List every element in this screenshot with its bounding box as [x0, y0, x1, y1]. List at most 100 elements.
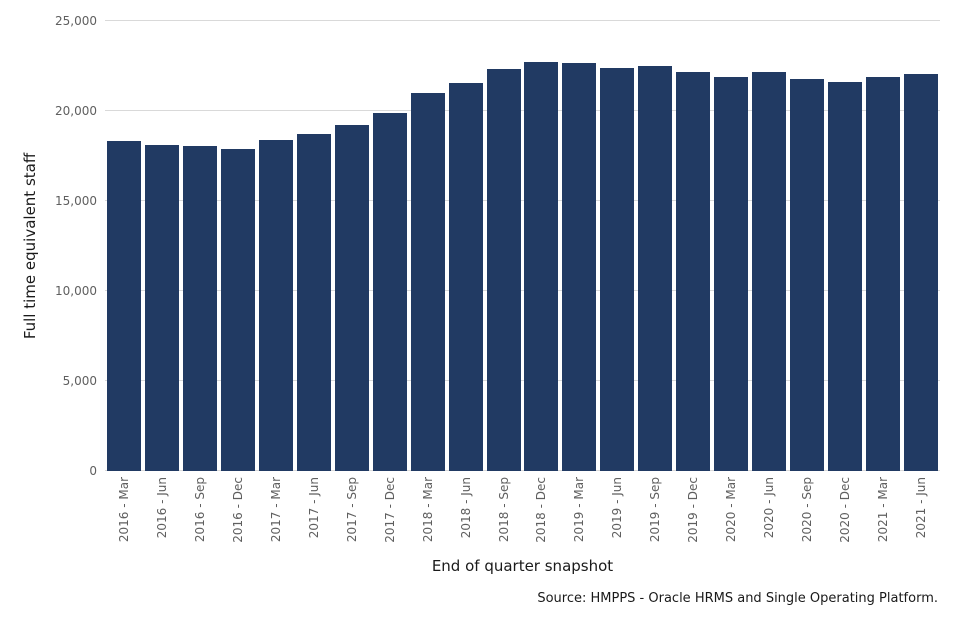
x-tick-label: 2020 - Mar [724, 477, 739, 543]
x-tick-label: 2017 - Sep [344, 477, 359, 543]
x-tick-label: 2016 - Dec [230, 477, 245, 543]
gridline [105, 20, 940, 21]
bar [486, 68, 521, 471]
x-tick-slot: 2020 - Mar [712, 477, 750, 557]
x-tick-label: 2019 - Mar [572, 477, 587, 543]
x-tick-slot: 2018 - Dec [522, 477, 560, 557]
gridline [105, 470, 940, 471]
source-text: Source: HMPPS - Oracle HRMS and Single O… [537, 591, 938, 606]
x-tick-slot: 2016 - Sep [181, 477, 219, 557]
x-tick-label: 2016 - Jun [154, 477, 169, 539]
bar-slot [143, 21, 181, 471]
bar [372, 112, 407, 471]
bar [828, 82, 863, 471]
bar [714, 76, 749, 471]
bar-slot [447, 21, 485, 471]
bar [182, 146, 217, 471]
x-tick-label: 2020 - Dec [838, 477, 853, 543]
x-tick-slot: 2021 - Mar [864, 477, 902, 557]
x-tick-slot: 2020 - Sep [788, 477, 826, 557]
bar [220, 148, 255, 471]
y-tick-label: 10,000 [55, 284, 97, 298]
bar-slot [333, 21, 371, 471]
bar-slot [750, 21, 788, 471]
bar-slot [295, 21, 333, 471]
bar [866, 76, 901, 471]
x-tick-labels: 2016 - Mar 2016 - Jun 2016 - Sep 2016 - Dec… [105, 477, 940, 557]
x-tick-label: 2017 - Dec [382, 477, 397, 543]
x-tick-label: 2018 - Dec [534, 477, 549, 543]
bar-slot [598, 21, 636, 471]
x-tick-slot: 2019 - Jun [598, 477, 636, 557]
x-tick-label: 2019 - Dec [686, 477, 701, 543]
bar-slot [712, 21, 750, 471]
bar [903, 74, 938, 471]
bar [638, 66, 673, 471]
bar-slot [485, 21, 523, 471]
bar [296, 133, 331, 471]
gridline [105, 380, 940, 381]
x-tick-slot: 2019 - Dec [674, 477, 712, 557]
bar-slot [522, 21, 560, 471]
bar [676, 72, 711, 471]
bar-slot [636, 21, 674, 471]
y-axis-title: Full time equivalent staff [21, 152, 39, 340]
x-tick-label: 2021 - Mar [876, 477, 891, 543]
x-tick-slot: 2018 - Jun [447, 477, 485, 557]
x-tick-slot: 2020 - Dec [826, 477, 864, 557]
bar-slot [181, 21, 219, 471]
bar [410, 93, 445, 471]
bar [524, 62, 559, 471]
bar [334, 125, 369, 471]
gridline [105, 200, 940, 201]
plot-area [105, 20, 940, 471]
x-tick-slot: 2016 - Mar [105, 477, 143, 557]
x-tick-label: 2016 - Sep [192, 477, 207, 543]
y-tick-label: 25,000 [55, 14, 97, 28]
bar-slot [674, 21, 712, 471]
bar [106, 140, 141, 471]
y-tick-label: 15,000 [55, 194, 97, 208]
x-tick-label: 2018 - Sep [496, 477, 511, 543]
bar-slot [902, 21, 940, 471]
bar-slot [105, 21, 143, 471]
x-tick-slot: 2018 - Mar [409, 477, 447, 557]
x-tick-slot: 2017 - Dec [371, 477, 409, 557]
x-tick-slot: 2020 - Jun [750, 477, 788, 557]
y-tick-label: 0 [89, 464, 97, 478]
bar-slot [788, 21, 826, 471]
x-tick-label: 2019 - Sep [648, 477, 663, 543]
x-tick-slot: 2018 - Sep [485, 477, 523, 557]
x-tick-slot: 2016 - Dec [219, 477, 257, 557]
x-tick-label: 2021 - Jun [913, 477, 928, 539]
x-tick-label: 2020 - Sep [800, 477, 815, 543]
x-tick-slot: 2021 - Jun [902, 477, 940, 557]
bar [448, 83, 483, 471]
x-tick-label: 2020 - Jun [762, 477, 777, 539]
bar [752, 72, 787, 471]
x-axis-title: End of quarter snapshot [431, 557, 614, 575]
x-tick-label: 2019 - Jun [610, 477, 625, 539]
bar [600, 67, 635, 471]
x-tick-slot: 2019 - Mar [560, 477, 598, 557]
x-tick-slot: 2019 - Sep [636, 477, 674, 557]
bar [562, 63, 597, 471]
bar-slot [864, 21, 902, 471]
bar [144, 145, 179, 471]
x-tick-label: 2018 - Jun [458, 477, 473, 539]
x-tick-slot: 2017 - Sep [333, 477, 371, 557]
x-tick-slot: 2017 - Jun [295, 477, 333, 557]
bar [258, 139, 293, 471]
x-tick-label: 2018 - Mar [420, 477, 435, 543]
bar-slot [219, 21, 257, 471]
x-tick-slot: 2016 - Jun [143, 477, 181, 557]
x-tick-slot: 2017 - Mar [257, 477, 295, 557]
bar-slot [826, 21, 864, 471]
x-tick-label: 2016 - Mar [116, 477, 131, 543]
bar [790, 78, 825, 471]
bar-slot [371, 21, 409, 471]
y-tick-label: 20,000 [55, 104, 97, 118]
y-tick-label: 5,000 [62, 374, 97, 388]
bar-slot [560, 21, 598, 471]
